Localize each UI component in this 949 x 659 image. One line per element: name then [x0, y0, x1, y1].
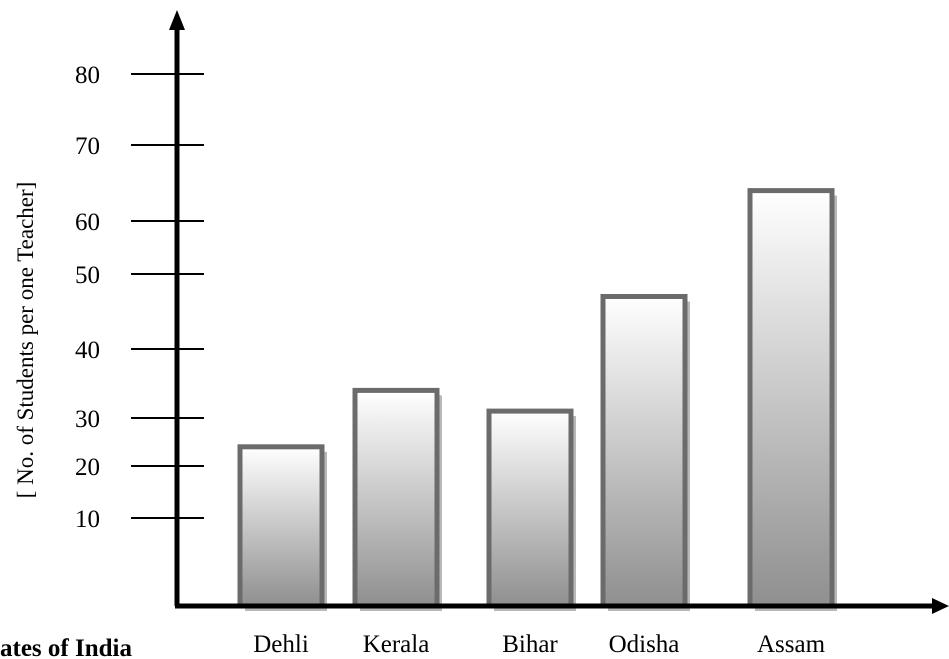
y-tick-label-70: 70 — [75, 133, 100, 160]
bar-bihar — [486, 408, 574, 609]
bar-kerala — [352, 387, 440, 609]
bars-group — [237, 188, 837, 611]
category-labels-group: Dehli Kerala Bihar Odisha Assam — [253, 631, 825, 658]
y-ticks-group: 10 20 30 40 50 60 70 80 — [75, 62, 204, 533]
bar-odisha — [600, 294, 688, 609]
y-tick-label-60: 60 — [75, 209, 100, 236]
y-tick-label-20: 20 — [75, 454, 100, 481]
y-tick-label-50: 50 — [75, 262, 100, 289]
bar-dehli — [237, 444, 325, 609]
x-axis-label: ates of India — [0, 635, 132, 659]
y-axis-label: [ No. of Students per one Teacher] — [13, 182, 38, 499]
y-axis-arrow — [169, 10, 185, 30]
x-tick-label-odisha: Odisha — [609, 631, 680, 658]
y-tick-label-30: 30 — [75, 406, 100, 433]
y-tick-label-10: 10 — [75, 506, 100, 533]
y-tick-label-40: 40 — [75, 337, 100, 364]
x-axis-arrow — [932, 598, 949, 614]
x-tick-label-bihar: Bihar — [502, 631, 558, 658]
y-tick-label-80: 80 — [75, 62, 100, 89]
x-tick-label-assam: Assam — [757, 631, 826, 658]
x-tick-label-dehli: Dehli — [253, 631, 309, 658]
bar-assam — [747, 188, 835, 609]
x-tick-label-kerala: Kerala — [363, 631, 430, 658]
